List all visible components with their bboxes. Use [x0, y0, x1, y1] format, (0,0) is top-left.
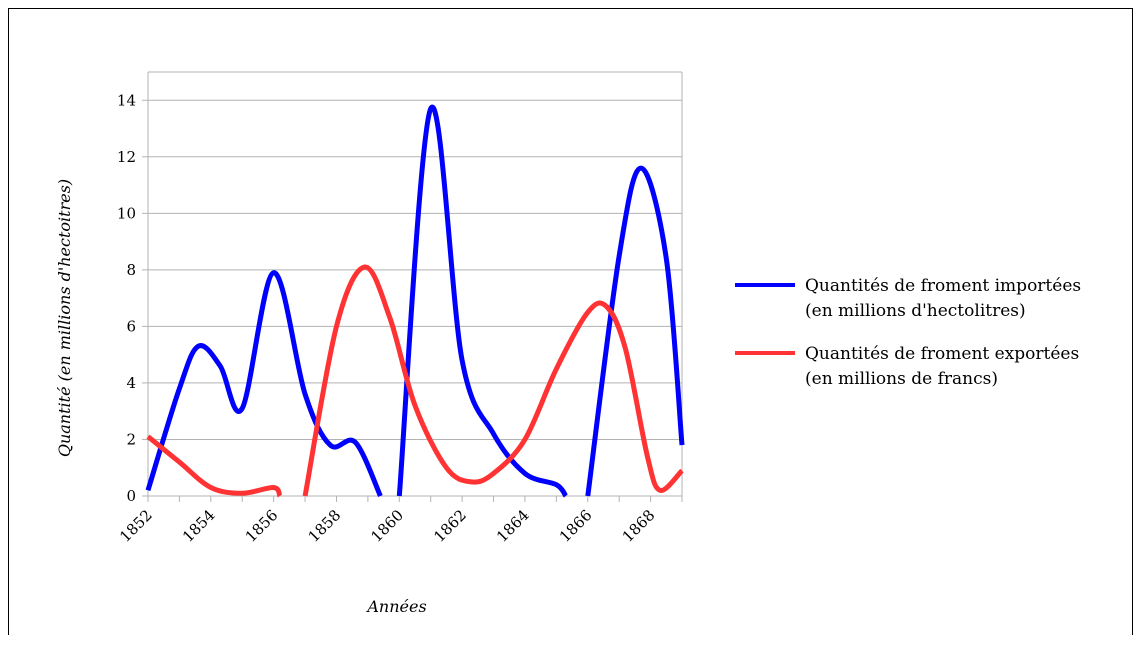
x-axis-title: Années — [365, 597, 426, 616]
x-tick-label: 1852 — [116, 506, 156, 546]
x-tick-label: 1854 — [179, 506, 219, 546]
legend-label-sub: (en millions de francs) — [805, 369, 998, 389]
y-tick-label: 0 — [126, 487, 136, 505]
y-tick-label: 4 — [126, 374, 136, 392]
legend-label-sub: (en millions d'hectolitres) — [805, 301, 1026, 321]
y-tick-label: 8 — [126, 261, 136, 279]
y-tick-label: 12 — [117, 148, 136, 166]
x-tick-label: 1858 — [305, 506, 345, 546]
series-line-exports — [302, 264, 684, 497]
y-axis-title: Quantité (en millions d'hectoitres) — [55, 179, 74, 457]
x-tick-label: 1866 — [556, 506, 596, 546]
x-tick-label: 1862 — [430, 506, 470, 546]
series-line-imports — [145, 270, 383, 498]
legend: Quantités de froment importées (en millio… — [735, 276, 1081, 389]
legend-label: Quantités de froment importées — [805, 276, 1081, 296]
legend-label: Quantités de froment exportées — [805, 344, 1079, 364]
x-tick-label: 1860 — [367, 506, 407, 546]
y-tick-label: 6 — [126, 317, 136, 335]
x-tick-label: 1856 — [242, 506, 282, 546]
y-tick-label: 2 — [126, 430, 136, 448]
x-tick-label: 1864 — [493, 506, 533, 546]
x-tick-label: 1868 — [619, 506, 659, 546]
chart-frame — [8, 8, 1133, 635]
series-line-imports — [585, 165, 685, 497]
series-line-exports — [146, 434, 283, 498]
y-tick-label: 14 — [117, 91, 136, 109]
series-line-imports — [396, 104, 568, 498]
y-tick-label: 10 — [117, 204, 136, 222]
series-lines — [145, 104, 685, 498]
